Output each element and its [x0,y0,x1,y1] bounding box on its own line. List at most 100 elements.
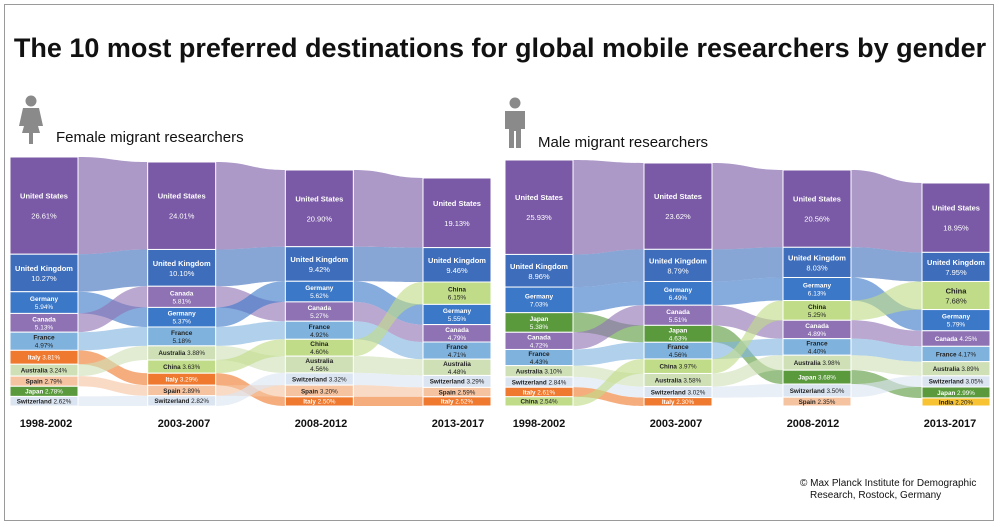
node-label-canada-2-name: Canada [666,309,690,316]
node-switzerland-2 [147,395,217,407]
flow-france-3-4 [851,338,922,362]
female-period-4: 2013-2017 [431,418,485,430]
node-italy-2 [643,397,713,407]
node-united-states-4 [921,182,991,253]
flow-united-kingdom-1-2 [573,249,644,288]
female-period-3: 2008-2012 [294,418,348,430]
node-label-united-kingdom-2-name: United Kingdom [153,259,211,268]
flow-france-2-3 [215,321,286,346]
node-label-france-4: France 4.17% [936,351,977,358]
node-label-united-kingdom-4-value: 9.46% [446,266,468,275]
node-label-germany-2-name: Germany [168,311,197,318]
node-united-kingdom-4 [422,247,492,283]
node-label-united-states-2-name: United States [654,192,702,201]
node-label-germany-4-value: 5.79% [947,322,966,329]
node-label-united-states-3-name: United States [793,195,841,204]
node-label-canada-3-value: 5.27% [310,313,329,320]
flow-united-states-3-4 [353,170,423,248]
node-label-australia-4-name: Australia [443,361,471,368]
node-label-japan-2-value: 4.63% [669,335,688,342]
flow-united-kingdom-2-3 [215,246,286,287]
node-label-canada-2-value: 5.51% [669,317,688,324]
node-label-spain-1: Spain 2.79% [26,378,63,385]
flow-canada-2-3 [712,305,783,339]
node-italy-4 [422,396,492,407]
node-label-united-states-3-name: United States [295,194,343,203]
female-period-2: 2003-2007 [157,418,211,430]
node-label-united-states-2-name: United States [158,192,206,201]
node-united-states-1 [504,159,574,255]
male-period-1: 1998-2002 [512,418,566,430]
flow-switzerland-3-4 [851,375,922,398]
node-label-switzerland-1: Switzerland 2.62% [17,399,72,406]
node-label-united-states-4-value: 19.13% [444,219,470,228]
flow-france-3-4 [353,321,423,360]
flow-australia-3-4 [851,355,922,376]
node-label-australia-3-name: Australia [305,358,333,365]
node-label-united-kingdom-3-name: United Kingdom [290,255,348,264]
node-label-japan-1-name: Japan [530,316,549,323]
male-period-3: 2008-2012 [786,418,840,430]
node-germany-1 [504,286,574,314]
node-label-france-3-name: France [309,324,331,331]
node-label-france-2-name: France [667,344,689,351]
female-period-1: 1998-2002 [19,418,73,430]
flow-france-1-2 [573,342,644,366]
node-label-canada-2-name: Canada [170,290,194,297]
node-label-united-kingdom-2-value: 8.79% [667,266,689,275]
node-united-states-1 [9,156,79,255]
flow-germany-2-3 [712,277,783,306]
credit-text: © Max Planck Institute for Demographic R… [800,478,980,502]
node-label-canada-4-value: 4.79% [448,335,467,342]
node-label-japan-4: Japan 2.99% [937,390,975,397]
node-label-germany-2-name: Germany [664,287,693,294]
node-label-united-states-2-value: 23.62% [665,212,691,221]
node-label-canada-3-value: 4.89% [808,331,827,338]
node-label-australia-2: Australia 3.88% [158,350,205,357]
node-label-italy-1: Italy 2.61% [523,389,556,396]
panel-2-flows [573,160,922,406]
node-label-spain-4: Spain 2.59% [439,389,476,396]
node-united-kingdom-1 [504,253,574,288]
node-label-germany-4-name: Germany [942,314,971,321]
flow-australia-2-3 [712,355,783,387]
node-label-italy-2: Italy 3.29% [166,377,199,384]
node-label-switzerland-3: Switzerland 3.32% [292,376,347,383]
node-label-france-3-name: France [806,340,828,347]
figure-frame [4,4,994,521]
flow-united-kingdom-3-4 [353,246,423,283]
node-label-italy-1: Italy 3.81% [28,355,61,362]
node-india-4 [921,397,991,407]
node-label-canada-2-value: 5.81% [172,298,191,305]
node-label-japan-1-value: 5.38% [530,324,549,331]
node-label-united-states-4-name: United States [932,204,980,213]
flow-china-1-2 [573,358,644,406]
flow-china-3-4 [851,281,922,321]
node-label-france-3-value: 4.92% [310,332,329,339]
flow-canada-1-2 [78,286,148,333]
node-china-1 [504,396,574,407]
node-label-japan-1: Japan 2.78% [25,389,63,396]
node-label-china-4-name: China [448,287,466,294]
node-label-spain-3: Spain 3.20% [301,388,338,395]
node-label-united-states-4-name: United States [433,199,481,208]
node-label-switzerland-4: Switzerland 3.05% [929,379,984,386]
node-label-canada-1-value: 4.72% [530,342,549,349]
flow-united-kingdom-1-2 [78,249,148,292]
node-label-japan-2-name: Japan [669,327,688,334]
node-label-canada-4-name: Canada [445,327,469,334]
node-label-canada-1-name: Canada [32,316,56,323]
node-label-australia-2: Australia 3.58% [655,377,702,384]
node-label-united-states-1-name: United States [20,192,68,201]
male-period-2: 2003-2007 [649,418,703,430]
flow-switzerland-1-2 [78,395,148,406]
node-united-kingdom-2 [643,248,713,282]
node-label-china-3-value: 5.25% [808,312,827,319]
credit-line-1: © Max Planck Institute for Demographic [800,478,977,489]
node-switzerland-1 [9,395,79,407]
node-label-germany-1-value: 7.03% [530,301,549,308]
node-united-states-3 [782,169,852,248]
